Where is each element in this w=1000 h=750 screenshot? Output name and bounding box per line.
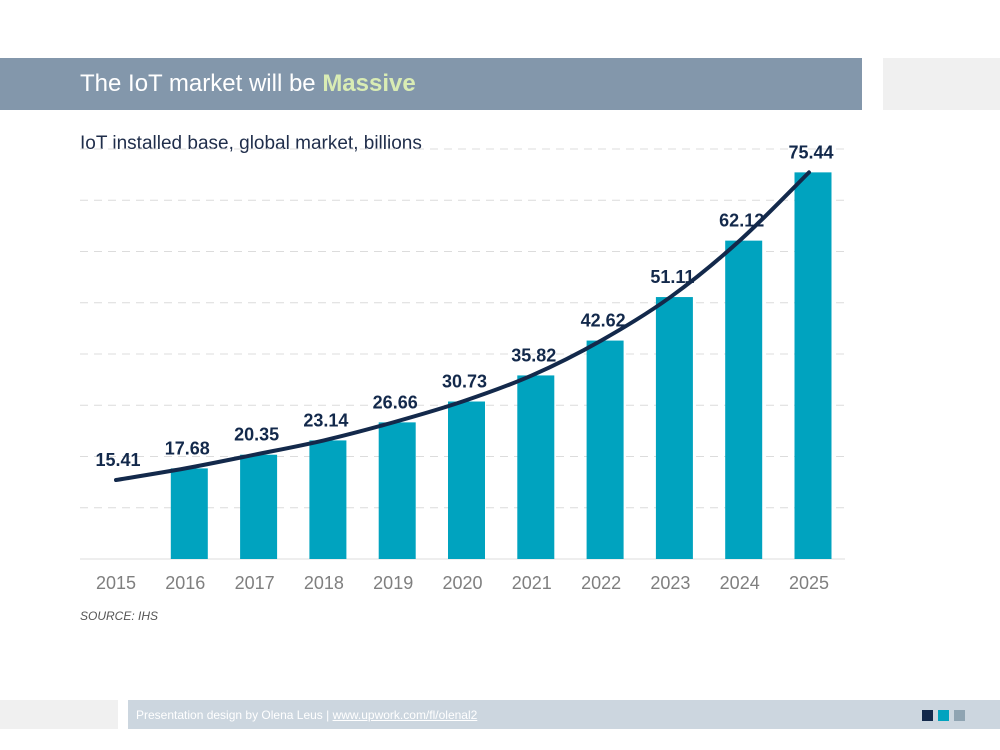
- footer-link[interactable]: www.upwork.com/fl/olenal2: [332, 708, 478, 722]
- x-tick-label-2024: 2024: [720, 573, 760, 593]
- data-label-2018: 23.14: [303, 410, 348, 430]
- footer-square-teal: [938, 710, 949, 721]
- data-label-2016: 17.68: [165, 438, 210, 458]
- footer-left-block: [0, 700, 118, 729]
- data-label-2024: 62.12: [719, 211, 764, 231]
- footer-bar: Presentation design by Olena Leus | www.…: [128, 700, 1000, 729]
- title-side-panel: [883, 58, 1000, 110]
- chart: 15.41 17.68 20.35 23.14 26.66 30.73 35.82 42.62…: [80, 142, 845, 593]
- bar-2016: [170, 468, 208, 559]
- title-prefix: The IoT market will be: [80, 70, 323, 97]
- footer-credit: Presentation design by Olena Leus | www.…: [136, 708, 477, 722]
- title-accent: Massive: [322, 70, 416, 97]
- source-note: SOURCE: IHS: [80, 609, 159, 623]
- data-label-2022: 42.62: [581, 311, 626, 331]
- x-tick-label-2018: 2018: [304, 573, 344, 593]
- data-label-2023: 51.11: [650, 267, 694, 287]
- data-label-2025: 75.44: [788, 142, 833, 162]
- data-label-2021: 35.82: [511, 345, 556, 365]
- data-label-2019: 26.66: [373, 392, 418, 412]
- bar-2021: [517, 375, 555, 559]
- x-tick-label-2021: 2021: [512, 573, 552, 593]
- x-tick-label-2015: 2015: [96, 573, 136, 593]
- footer-square-dark: [922, 710, 933, 721]
- footer-square-gray: [954, 710, 965, 721]
- bar-2025: [794, 172, 832, 559]
- footer-credit-text: Presentation design by Olena Leus |: [136, 708, 333, 722]
- page-title: The IoT market will be Massive: [80, 70, 416, 98]
- data-label-2015: 15.41: [95, 450, 140, 470]
- bar-2024: [725, 240, 763, 559]
- x-tick-label-2025: 2025: [789, 573, 829, 593]
- bar-2019: [378, 422, 416, 559]
- x-tick-label-2017: 2017: [235, 573, 275, 593]
- x-tick-label-2023: 2023: [650, 573, 690, 593]
- bar-2017: [240, 454, 278, 559]
- x-tick-label-2020: 2020: [442, 573, 482, 593]
- x-tick-label-2016: 2016: [165, 573, 205, 593]
- bar-2018: [309, 440, 347, 559]
- bar-2022: [586, 340, 624, 559]
- x-tick-label-2019: 2019: [373, 573, 413, 593]
- bar-2023: [655, 297, 693, 559]
- x-tick-label-2022: 2022: [581, 573, 621, 593]
- bar-2020: [448, 401, 485, 559]
- trend-line: [114, 170, 811, 483]
- data-label-2017: 20.35: [234, 425, 279, 445]
- data-label-2020: 30.73: [442, 372, 487, 392]
- title-bar: The IoT market will be Massive: [0, 58, 862, 110]
